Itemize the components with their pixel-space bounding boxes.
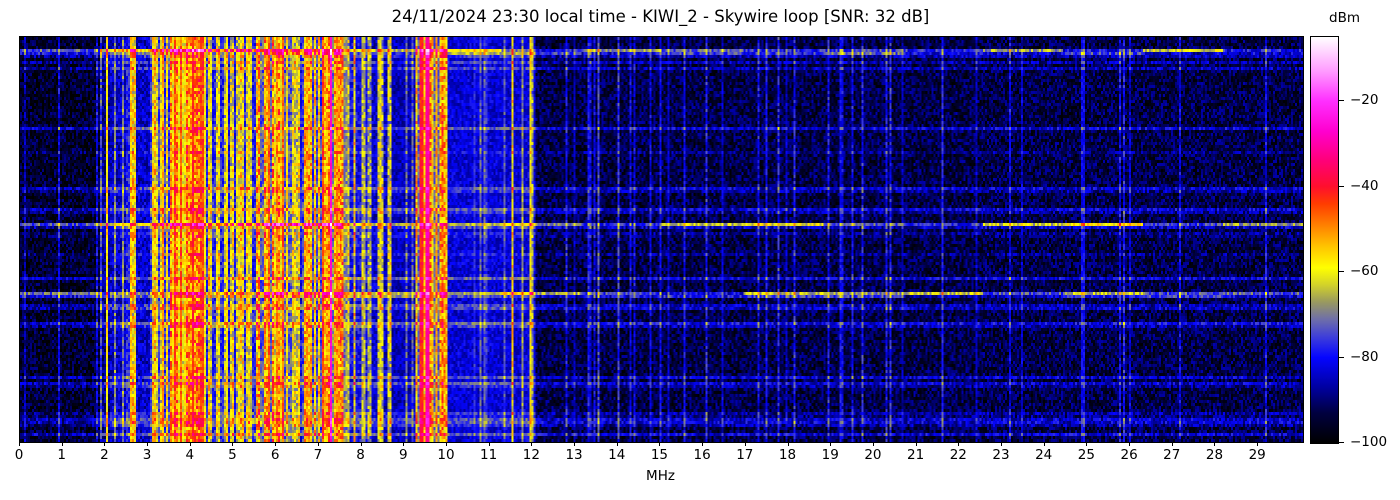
x-tick-mark bbox=[1000, 442, 1002, 446]
x-tick-mark bbox=[104, 442, 106, 446]
x-tick-label: 28 bbox=[1205, 447, 1224, 463]
x-tick-mark bbox=[488, 442, 490, 446]
x-tick-mark bbox=[19, 442, 20, 446]
x-tick-mark bbox=[958, 442, 960, 446]
x-tick-label: 10 bbox=[437, 447, 455, 463]
x-tick-label: 12 bbox=[522, 447, 540, 463]
x-tick-mark bbox=[872, 442, 874, 446]
x-tick-mark bbox=[1257, 442, 1259, 446]
x-tick-label: 4 bbox=[185, 447, 195, 463]
x-tick-label: 22 bbox=[949, 447, 967, 463]
x-tick-label: 14 bbox=[608, 447, 626, 463]
x-tick-label: 16 bbox=[693, 447, 711, 463]
x-tick-label: 7 bbox=[313, 447, 323, 463]
x-tick-mark bbox=[1214, 442, 1216, 446]
x-tick-label: 0 bbox=[14, 447, 24, 463]
x-tick-label: 29 bbox=[1248, 447, 1266, 463]
x-tick-label: 6 bbox=[270, 447, 280, 463]
x-tick-mark bbox=[531, 442, 533, 446]
x-tick-mark bbox=[147, 442, 149, 446]
x-tick-mark bbox=[445, 442, 447, 446]
x-tick-label: 18 bbox=[778, 447, 797, 463]
x-tick-label: 26 bbox=[1120, 447, 1138, 463]
x-tick-label: 23 bbox=[992, 447, 1010, 463]
colorbar-tick-mark bbox=[1339, 100, 1344, 102]
x-tick-label: 8 bbox=[356, 447, 365, 463]
x-tick-mark bbox=[360, 442, 362, 446]
x-tick-label: 25 bbox=[1077, 447, 1095, 463]
x-tick-mark bbox=[403, 442, 405, 446]
x-tick-label: 21 bbox=[907, 447, 925, 463]
x-tick-mark bbox=[1171, 442, 1173, 446]
x-tick-label: 11 bbox=[480, 447, 498, 463]
x-tick-mark bbox=[787, 442, 789, 446]
colorbar-tick-mark bbox=[1339, 442, 1344, 443]
x-tick-mark bbox=[659, 442, 661, 446]
colorbar bbox=[1310, 36, 1339, 444]
x-tick-label: 2 bbox=[100, 447, 109, 463]
colorbar-tick-mark bbox=[1339, 271, 1344, 273]
colorbar-tick-mark bbox=[1339, 356, 1344, 358]
x-tick-mark bbox=[1129, 442, 1131, 446]
x-tick-mark bbox=[744, 442, 746, 446]
colorbar-label: dBm bbox=[1329, 10, 1360, 26]
x-tick-mark bbox=[702, 442, 704, 446]
waterfall-plot bbox=[19, 36, 1304, 443]
colorbar-tick-label: −40 bbox=[1350, 177, 1379, 194]
x-tick-label: 5 bbox=[228, 447, 237, 463]
x-tick-label: 3 bbox=[142, 447, 152, 463]
x-tick-mark bbox=[232, 442, 234, 446]
x-tick-label: 20 bbox=[864, 447, 882, 463]
x-tick-mark bbox=[574, 442, 576, 446]
x-tick-label: 19 bbox=[821, 447, 839, 463]
x-tick-mark bbox=[275, 442, 277, 446]
colorbar-tick-mark bbox=[1339, 185, 1344, 187]
x-tick-mark bbox=[915, 442, 917, 446]
waterfall-canvas bbox=[20, 37, 1303, 442]
x-tick-mark bbox=[61, 442, 63, 446]
x-tick-label: 17 bbox=[736, 447, 754, 463]
colorbar-tick-label: −60 bbox=[1350, 263, 1379, 280]
x-tick-label: 27 bbox=[1163, 447, 1181, 463]
x-tick-mark bbox=[189, 442, 191, 446]
x-tick-label: 9 bbox=[398, 447, 408, 463]
x-tick-label: 15 bbox=[650, 447, 669, 463]
chart-title: 24/11/2024 23:30 local time - KIWI_2 - S… bbox=[391, 7, 930, 26]
x-tick-label: 13 bbox=[565, 447, 583, 463]
x-tick-mark bbox=[830, 442, 832, 446]
x-tick-label: 1 bbox=[57, 447, 66, 463]
x-tick-mark bbox=[317, 442, 319, 446]
x-tick-mark bbox=[1086, 442, 1088, 446]
colorbar-tick-label: −80 bbox=[1350, 348, 1379, 365]
colorbar-tick-label: −100 bbox=[1350, 434, 1388, 450]
x-tick-mark bbox=[616, 442, 618, 446]
x-axis-label: MHz bbox=[646, 468, 675, 484]
x-tick-mark bbox=[1043, 442, 1045, 446]
x-tick-label: 24 bbox=[1035, 447, 1053, 463]
colorbar-tick-label: −20 bbox=[1350, 92, 1379, 109]
